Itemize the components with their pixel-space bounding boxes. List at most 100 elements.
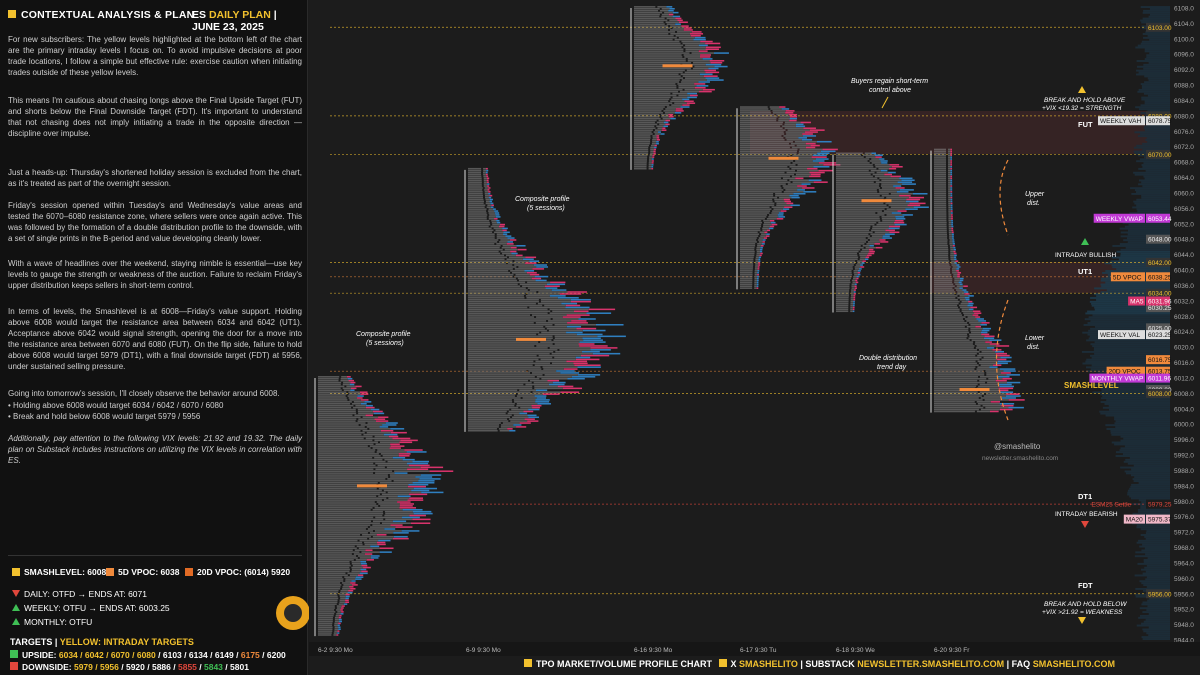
volume-row	[949, 239, 953, 241]
volume-row	[950, 258, 955, 261]
volume-row	[485, 196, 489, 199]
volume-row	[506, 258, 523, 261]
delta-row	[656, 135, 660, 137]
volume-row	[383, 489, 412, 492]
volume-row	[754, 279, 757, 282]
tpo-row	[934, 404, 981, 407]
price-tick: 6012.0	[1174, 375, 1194, 382]
delta-row	[853, 295, 856, 297]
tpo-row	[318, 578, 344, 580]
delta-row	[705, 48, 719, 51]
volume-bar	[1123, 460, 1170, 463]
delta-row	[964, 297, 970, 299]
substack-link[interactable]: NEWSLETTER.SMASHELITO.COM	[857, 659, 1005, 669]
volume-row	[375, 516, 403, 519]
volume-row	[532, 372, 561, 374]
volume-bar	[1143, 63, 1170, 66]
delta-row	[986, 347, 995, 349]
tpo-row	[740, 175, 790, 178]
tpo-row	[934, 310, 960, 313]
volume-row	[544, 304, 566, 307]
panel-title: CONTEXTUAL ANALYSIS & PLAN	[8, 9, 194, 21]
volume-row	[522, 397, 537, 399]
volume-bar	[1102, 406, 1170, 409]
volume-bar	[1116, 268, 1170, 271]
delta-row	[784, 200, 791, 203]
volume-row	[854, 268, 859, 270]
tpo-row	[934, 162, 947, 164]
delta-row	[340, 609, 343, 611]
delta-row	[860, 264, 863, 266]
volume-row	[948, 169, 951, 172]
delta-row	[571, 320, 587, 322]
delta-row	[757, 273, 759, 276]
delta-row	[418, 480, 435, 482]
volume-row	[364, 541, 377, 544]
tpo-row	[318, 549, 353, 551]
tpo-row	[934, 322, 968, 324]
delta-row	[996, 362, 1008, 365]
delta-row	[565, 306, 590, 309]
volume-row	[773, 208, 783, 210]
volume-bar	[1123, 437, 1170, 440]
delta-row	[756, 281, 759, 284]
volume-row	[763, 219, 770, 222]
tpo-row	[836, 279, 850, 282]
tpo-row	[836, 300, 849, 303]
volume-row	[981, 350, 996, 353]
tpo-row	[318, 433, 362, 436]
volume-bar	[1142, 142, 1170, 145]
x-link[interactable]: SMASHELITO	[739, 659, 798, 669]
volume-bar	[1115, 455, 1170, 457]
delta-row	[662, 127, 666, 130]
volume-row	[678, 36, 695, 39]
volume-row	[948, 179, 951, 182]
tpo-row	[836, 281, 851, 284]
volume-row	[948, 221, 952, 224]
tpo-row	[318, 614, 334, 617]
volume-row	[540, 298, 571, 301]
tpo-row	[468, 349, 558, 351]
tpo-row	[318, 389, 342, 392]
tpo-row	[634, 133, 653, 135]
tpo-row	[740, 204, 775, 207]
delta-row	[529, 260, 540, 262]
delta-row	[519, 412, 528, 415]
volume-bar	[1137, 90, 1170, 93]
delta-row	[349, 383, 355, 386]
tpo-row	[836, 223, 875, 226]
volume-row	[795, 160, 813, 162]
tpo-row	[934, 248, 949, 251]
volume-row	[390, 476, 416, 478]
tpo-row	[934, 376, 979, 378]
delta-row	[412, 460, 430, 463]
volume-bar	[1144, 81, 1170, 84]
delta-row	[515, 254, 523, 257]
tpo-row	[634, 15, 660, 18]
delta-row	[779, 106, 786, 108]
volume-row	[554, 337, 583, 340]
tpo-row	[934, 223, 947, 226]
delta-row	[710, 61, 723, 64]
delta-row	[675, 23, 681, 25]
delta-row	[860, 266, 865, 268]
tpo-row	[836, 173, 871, 176]
delta-row	[765, 235, 770, 237]
volume-row	[756, 246, 761, 249]
level-name-tag	[1089, 373, 1145, 383]
volume-row	[369, 428, 391, 430]
tpo-row	[740, 283, 753, 286]
tpo-row	[468, 306, 528, 309]
tpo-row	[468, 177, 482, 180]
delta-row	[406, 451, 427, 453]
volume-row	[382, 455, 399, 457]
volume-row	[948, 167, 951, 170]
delta-row	[854, 287, 857, 289]
volume-row	[656, 125, 664, 128]
volume-bar	[1110, 260, 1170, 263]
volume-row	[650, 148, 654, 151]
faq-link[interactable]: SMASHELITO.COM	[1032, 659, 1116, 669]
volume-bar	[1087, 322, 1170, 324]
tpo-row	[468, 250, 499, 253]
delta-row	[704, 69, 716, 72]
